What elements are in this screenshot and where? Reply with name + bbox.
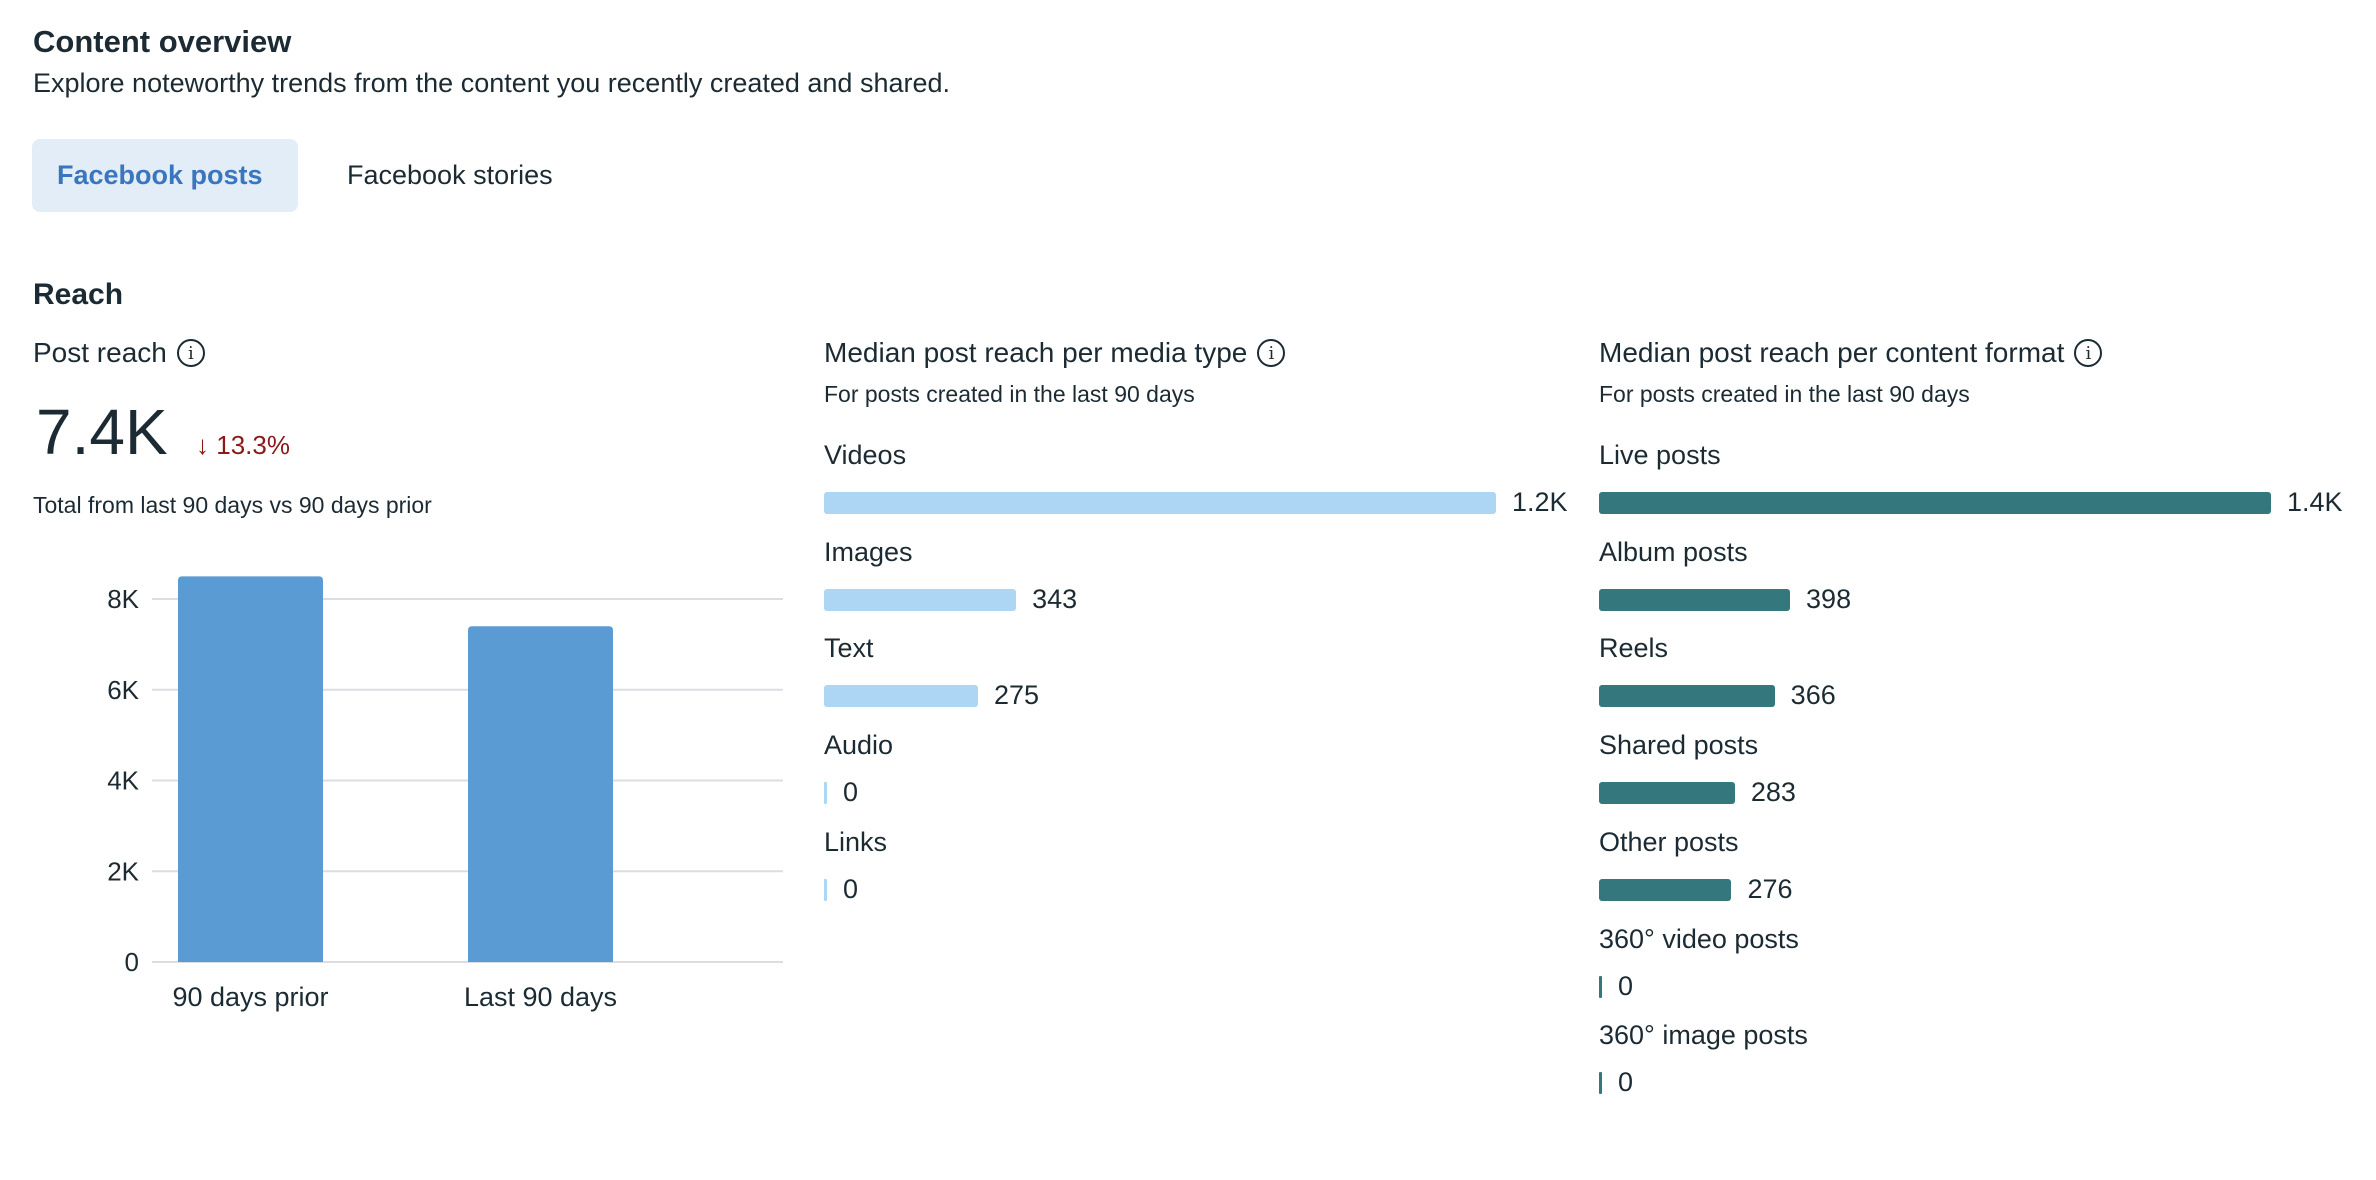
bar-label: Videos	[824, 440, 907, 470]
bar	[824, 782, 827, 805]
page-title: Content overview	[33, 24, 292, 59]
content-format-heading: Median post reach per content format i	[1599, 337, 2103, 369]
content-format-bars: Live posts 1.4K Album posts 398 Reels 366 Shar…	[1599, 440, 2359, 1140]
bar-value: 0	[843, 777, 859, 808]
bar-label: Album posts	[1599, 536, 1748, 567]
reach-bar	[468, 626, 613, 962]
bar	[824, 878, 827, 901]
bar-value: 1.4K	[2287, 487, 2343, 517]
post-reach-value: 7.4K	[36, 396, 168, 468]
bar-value: 0	[843, 873, 859, 904]
bar	[1599, 782, 1735, 805]
bar-value: 0	[1618, 970, 1634, 1001]
post-reach-change: ↓ 13.3%	[196, 430, 290, 461]
bar-value: 343	[1032, 583, 1078, 614]
post-reach-heading: Post reach i	[33, 337, 205, 369]
bar-label: Shared posts	[1599, 730, 1759, 761]
media-type-title: Median post reach per media type	[824, 337, 1248, 368]
content-format-subtitle: For posts created in the last 90 days	[1599, 381, 1970, 407]
y-tick-label: 2K	[107, 856, 139, 886]
x-tick-label: Last 90 days	[464, 982, 617, 1012]
y-tick-label: 4K	[107, 766, 139, 796]
page-subtitle: Explore noteworthy trends from the conte…	[33, 68, 951, 98]
bar	[1599, 588, 1791, 611]
bar-label: Live posts	[1599, 440, 1721, 470]
bar	[1599, 975, 1602, 998]
info-icon[interactable]: i	[2074, 339, 2103, 367]
bar-label: Images	[824, 536, 913, 567]
content-format-title: Median post reach per content format	[1599, 337, 2065, 368]
info-icon[interactable]: i	[176, 339, 205, 367]
y-tick-label: 6K	[107, 675, 139, 705]
x-tick-label: 90 days prior	[172, 982, 328, 1012]
tab-facebook-stories[interactable]: Facebook stories	[347, 160, 553, 190]
bar	[824, 492, 1496, 514]
y-tick-label: 8K	[107, 584, 139, 614]
bar-label: 360° video posts	[1599, 923, 1799, 954]
post-reach-note: Total from last 90 days vs 90 days prior	[33, 492, 432, 518]
bar-value: 283	[1750, 777, 1796, 808]
media-type-subtitle: For posts created in the last 90 days	[824, 381, 1195, 407]
bar-value: 276	[1747, 873, 1793, 904]
reach-bar	[178, 576, 323, 962]
bar	[824, 588, 1017, 611]
bar-label: 360° image posts	[1599, 1020, 1808, 1051]
bar-value: 366	[1790, 680, 1836, 711]
bar-label: Audio	[824, 730, 894, 761]
y-tick-label: 0	[125, 947, 139, 977]
bar-value: 1.2K	[1512, 487, 1568, 517]
bar-value: 275	[994, 680, 1040, 711]
post-reach-chart: 0 2K 4K 6K 8K 90 days prior Last 90 days	[107, 576, 783, 1012]
media-type-bars: Videos 1.2K Images 343 Text 275 Audio 0 Links 0	[824, 440, 1568, 940]
post-reach-title: Post reach	[33, 337, 167, 368]
bar-label: Other posts	[1599, 826, 1739, 857]
arrow-down-icon: ↓	[196, 430, 209, 460]
section-title-reach: Reach	[33, 278, 124, 311]
change-value: 13.3%	[216, 430, 290, 460]
info-icon[interactable]: i	[1257, 339, 1286, 367]
bar-label: Links	[824, 826, 888, 857]
bar	[1599, 1072, 1602, 1095]
bar-value: 398	[1806, 583, 1852, 614]
bar-label: Reels	[1599, 633, 1669, 664]
bar	[1599, 492, 2271, 514]
bar	[1599, 685, 1775, 708]
bar-label: Text	[824, 633, 874, 664]
media-type-heading: Median post reach per media type i	[824, 337, 1286, 369]
tab-facebook-posts[interactable]: Facebook posts	[32, 139, 298, 212]
bar	[824, 685, 978, 708]
bar-value: 0	[1618, 1067, 1634, 1098]
bar	[1599, 878, 1732, 901]
